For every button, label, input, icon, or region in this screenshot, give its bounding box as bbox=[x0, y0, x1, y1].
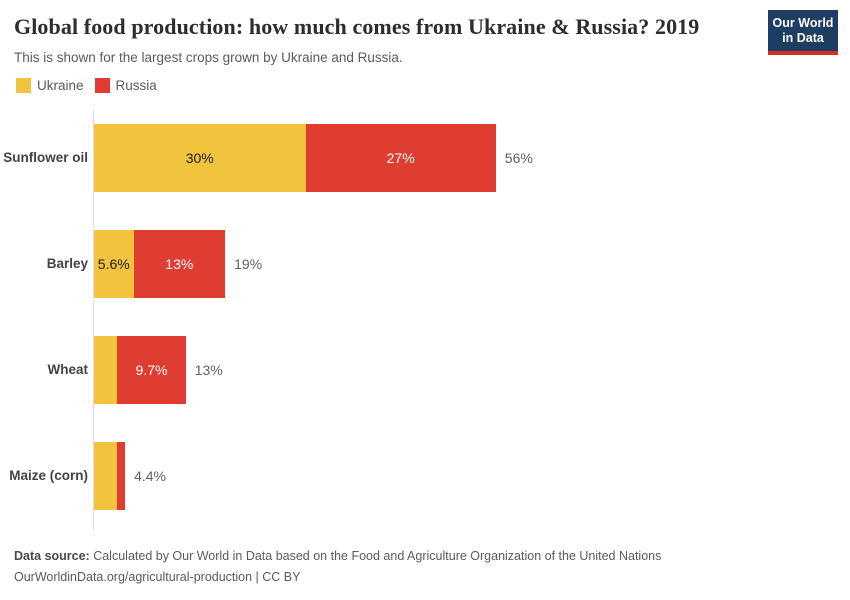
ukraine-segment[interactable] bbox=[94, 336, 118, 404]
plot-area: Sunflower oil 30% 27% 56% Barley 5.6% 13… bbox=[0, 110, 850, 550]
ukraine-segment[interactable] bbox=[94, 442, 117, 510]
bar-row-sunflower-oil: Sunflower oil 30% 27% 56% bbox=[0, 124, 850, 192]
chart-subtitle: This is shown for the largest crops grow… bbox=[14, 50, 403, 65]
y-axis-line bbox=[93, 110, 94, 530]
chart-title: Global food production: how much comes f… bbox=[14, 14, 700, 39]
ukraine-segment[interactable]: 30% bbox=[94, 124, 306, 192]
segment-value-label: 9.7% bbox=[135, 362, 168, 378]
total-value-label: 56% bbox=[504, 150, 533, 166]
owid-logo-line2: in Data bbox=[782, 31, 824, 45]
chart-footer: Data source: Calculated by Our World in … bbox=[14, 546, 836, 588]
category-label: Barley bbox=[46, 255, 88, 271]
total-value-label: 4.4% bbox=[134, 468, 167, 484]
russia-segment[interactable]: 13% bbox=[133, 230, 226, 298]
segment-value-label: 13% bbox=[165, 256, 194, 272]
category-label: Wheat bbox=[47, 361, 89, 377]
category-label: Maize (corn) bbox=[9, 467, 88, 483]
data-source-text: Calculated by Our World in Data based on… bbox=[89, 549, 662, 563]
legend-item-russia: Russia bbox=[94, 78, 157, 93]
total-value-label: 13% bbox=[194, 362, 223, 378]
data-source-line: Data source: Calculated by Our World in … bbox=[14, 546, 836, 567]
bar-row-wheat: Wheat 9.7% 13% bbox=[0, 336, 850, 404]
legend-label-ukraine: Ukraine bbox=[37, 78, 84, 93]
legend-item-ukraine: Ukraine bbox=[16, 78, 84, 93]
data-source-prefix: Data source: bbox=[14, 549, 90, 563]
category-label: Sunflower oil bbox=[3, 149, 88, 165]
bar-row-barley: Barley 5.6% 13% 19% bbox=[0, 230, 850, 298]
russia-segment[interactable] bbox=[116, 442, 126, 510]
russia-swatch-icon bbox=[94, 78, 110, 93]
owid-logo: Our World in Data bbox=[768, 10, 838, 55]
legend: Ukraine Russia bbox=[16, 78, 157, 93]
owid-logo-line1: Our World bbox=[772, 16, 834, 30]
russia-segment[interactable]: 9.7% bbox=[117, 336, 186, 404]
total-value-label: 19% bbox=[234, 256, 263, 272]
russia-segment[interactable]: 27% bbox=[305, 124, 496, 192]
segment-value-label: 30% bbox=[185, 150, 214, 166]
segment-value-label: 5.6% bbox=[97, 256, 130, 272]
legend-label-russia: Russia bbox=[115, 78, 157, 93]
citation-line: OurWorldinData.org/agricultural-producti… bbox=[14, 570, 301, 584]
ukraine-segment[interactable]: 5.6% bbox=[94, 230, 134, 298]
bar-row-maize-corn: Maize (corn) 4.4% bbox=[0, 442, 850, 510]
ukraine-swatch-icon bbox=[16, 78, 31, 93]
segment-value-label: 27% bbox=[386, 150, 415, 166]
